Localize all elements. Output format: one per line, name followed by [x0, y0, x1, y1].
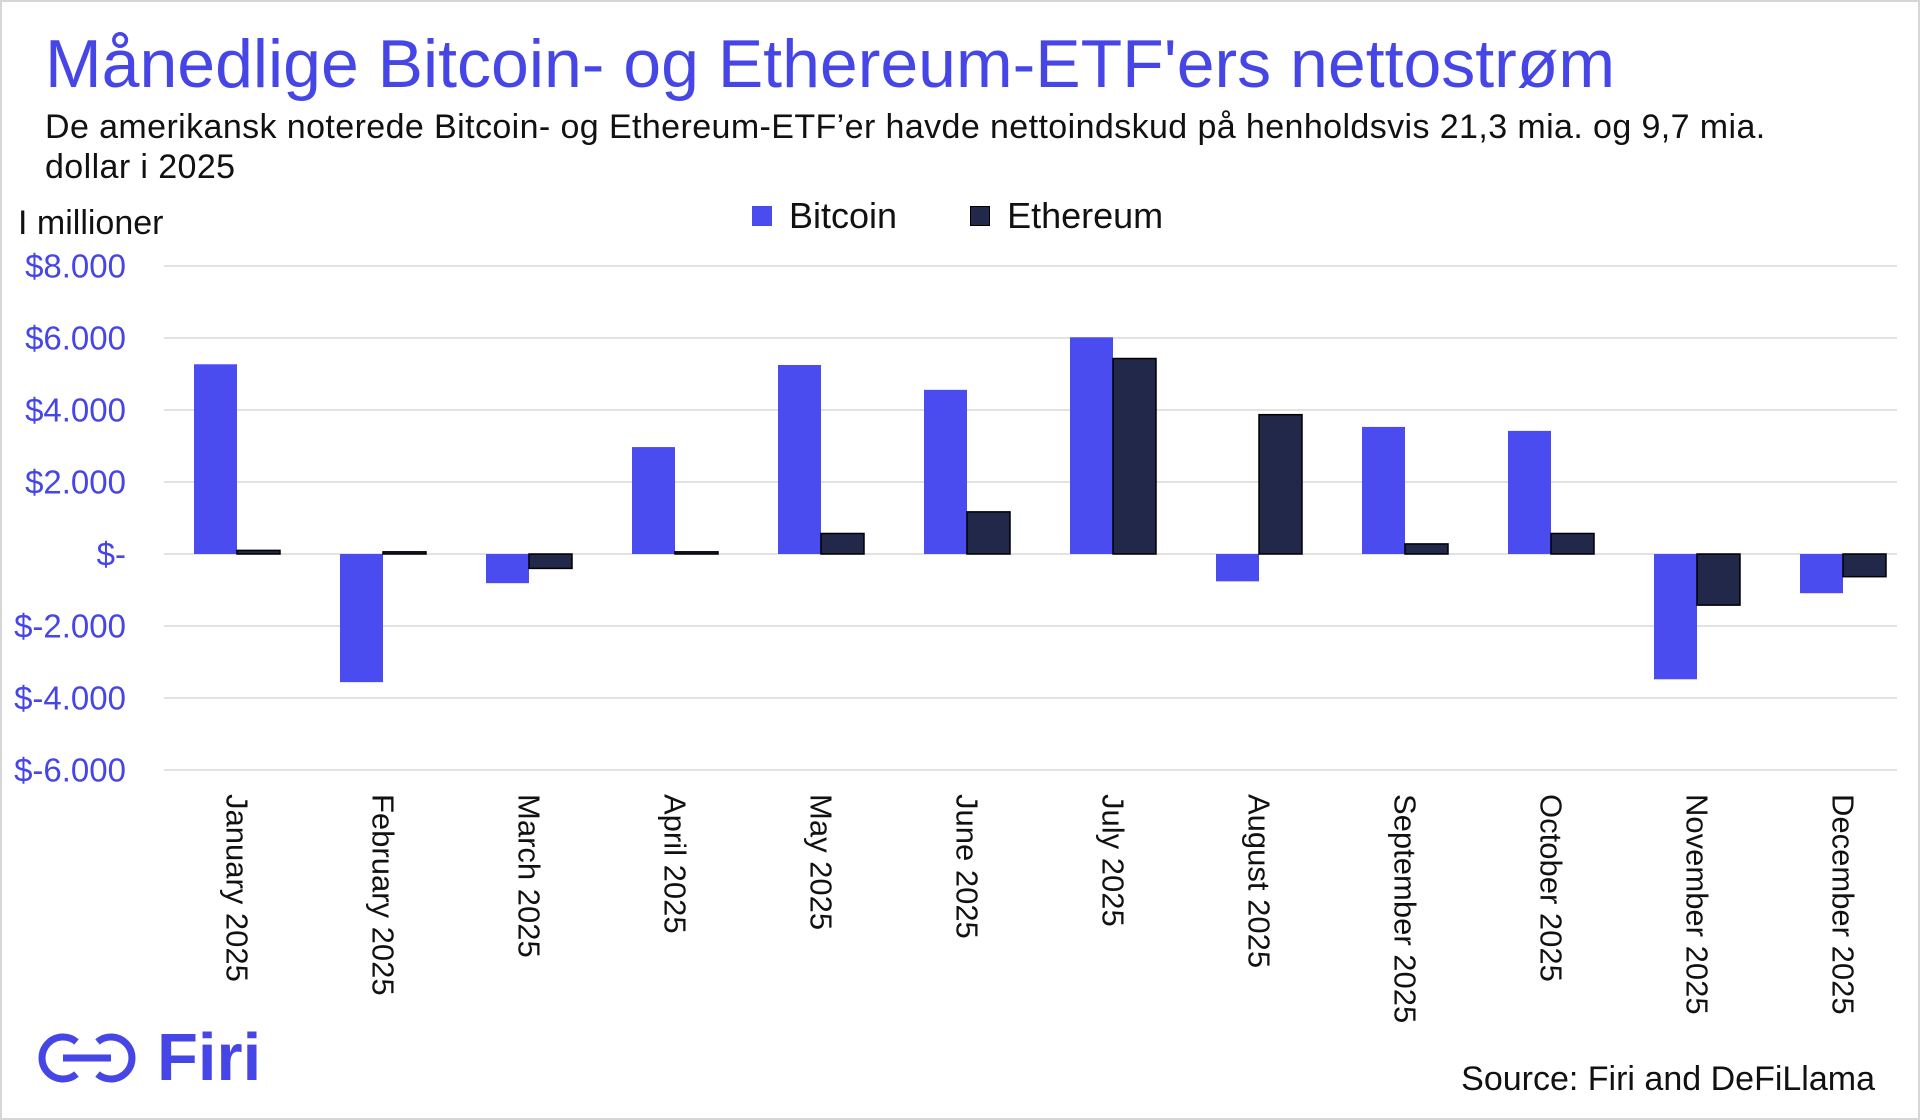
ethereum-bar-june-2025: [966, 511, 1011, 555]
ethereum-bar-may-2025: [820, 532, 865, 555]
bitcoin-bar-september-2025: [1362, 426, 1405, 554]
y-tick-label: $-: [97, 536, 126, 573]
ethereum-bar-april-2025: [674, 551, 719, 555]
source-note: Source: Firi and DeFiLlama: [1461, 1060, 1875, 1098]
x-tick-label: December 2025: [1826, 794, 1861, 1015]
x-tick-label: October 2025: [1534, 794, 1569, 982]
ethereum-bar-november-2025: [1696, 553, 1741, 606]
logo-left-arc: [38, 1033, 79, 1083]
ethereum-bar-february-2025: [382, 551, 427, 555]
legend-item-bitcoin: Bitcoin: [752, 195, 898, 236]
brand-name: Firi: [157, 1020, 262, 1095]
bitcoin-bar-may-2025: [778, 365, 821, 554]
bitcoin-bar-august-2025: [1216, 554, 1259, 582]
ethereum-bar-august-2025: [1258, 413, 1303, 555]
bitcoin-bar-march-2025: [486, 554, 529, 584]
legend-swatch-bitcoin: [752, 206, 772, 226]
legend-item-ethereum: Ethereum: [970, 195, 1164, 236]
x-tick-label: April 2025: [658, 794, 693, 934]
bitcoin-bar-december-2025: [1800, 554, 1843, 594]
y-tick-label: $8.000: [25, 248, 126, 285]
logo-right-arc: [95, 1033, 136, 1083]
y-tick-label: $-4.000: [14, 680, 126, 717]
gridlines: [164, 265, 1897, 771]
y-tick-label: $2.000: [25, 464, 126, 501]
subtitle-line-1: De amerikansk noterede Bitcoin- og Ether…: [45, 108, 1766, 146]
ethereum-bar-july-2025: [1112, 357, 1157, 555]
legend-label-bitcoin: Bitcoin: [789, 195, 898, 236]
bitcoin-bar-june-2025: [924, 389, 967, 554]
axis-labels: $8.000 $6.000 $4.000 $2.000 $- $-2.000 $-4.000…: [14, 248, 1860, 1024]
y-tick-label: $6.000: [25, 320, 126, 357]
x-tick-label: July 2025: [1096, 794, 1131, 927]
bitcoin-bar-april-2025: [632, 447, 675, 554]
chart-title: Månedlige Bitcoin- og Ethereum-ETF'ers n…: [45, 26, 1616, 102]
x-tick-label: January 2025: [220, 794, 255, 982]
firi-logo-icon: [38, 1033, 136, 1083]
chart-subtitle: De amerikansk noterede Bitcoin- og Ether…: [45, 107, 1766, 187]
legend: Bitcoin Ethereum: [752, 195, 1164, 236]
subtitle-line-2: dollar i 2025: [45, 148, 236, 186]
ethereum-bar-january-2025: [236, 549, 281, 555]
legend-swatch-ethereum: [970, 206, 991, 226]
y-tick-label: $-6.000: [14, 752, 126, 789]
x-tick-label: September 2025: [1388, 794, 1423, 1023]
ethereum-bar-september-2025: [1404, 543, 1449, 555]
x-tick-label: February 2025: [366, 794, 401, 996]
bitcoin-bar-february-2025: [340, 554, 383, 683]
bitcoin-bar-january-2025: [194, 364, 237, 554]
bitcoin-bar-july-2025: [1070, 337, 1113, 554]
bitcoin-bar-october-2025: [1508, 430, 1551, 554]
x-tick-label: May 2025: [804, 794, 839, 930]
ethereum-bar-october-2025: [1550, 532, 1595, 555]
x-tick-label: March 2025: [512, 794, 547, 958]
x-tick-label: November 2025: [1680, 794, 1715, 1015]
bitcoin-bar-november-2025: [1654, 554, 1697, 680]
ethereum-bar-december-2025: [1842, 553, 1887, 578]
legend-label-ethereum: Ethereum: [1007, 195, 1164, 236]
y-tick-label: $-2.000: [14, 608, 126, 645]
ethereum-bar-march-2025: [528, 553, 573, 570]
x-tick-label: June 2025: [950, 794, 985, 939]
bars: [194, 337, 1887, 683]
y-axis-label: I millioner: [18, 204, 164, 242]
x-tick-label: August 2025: [1242, 794, 1277, 968]
y-tick-label: $4.000: [25, 392, 126, 429]
